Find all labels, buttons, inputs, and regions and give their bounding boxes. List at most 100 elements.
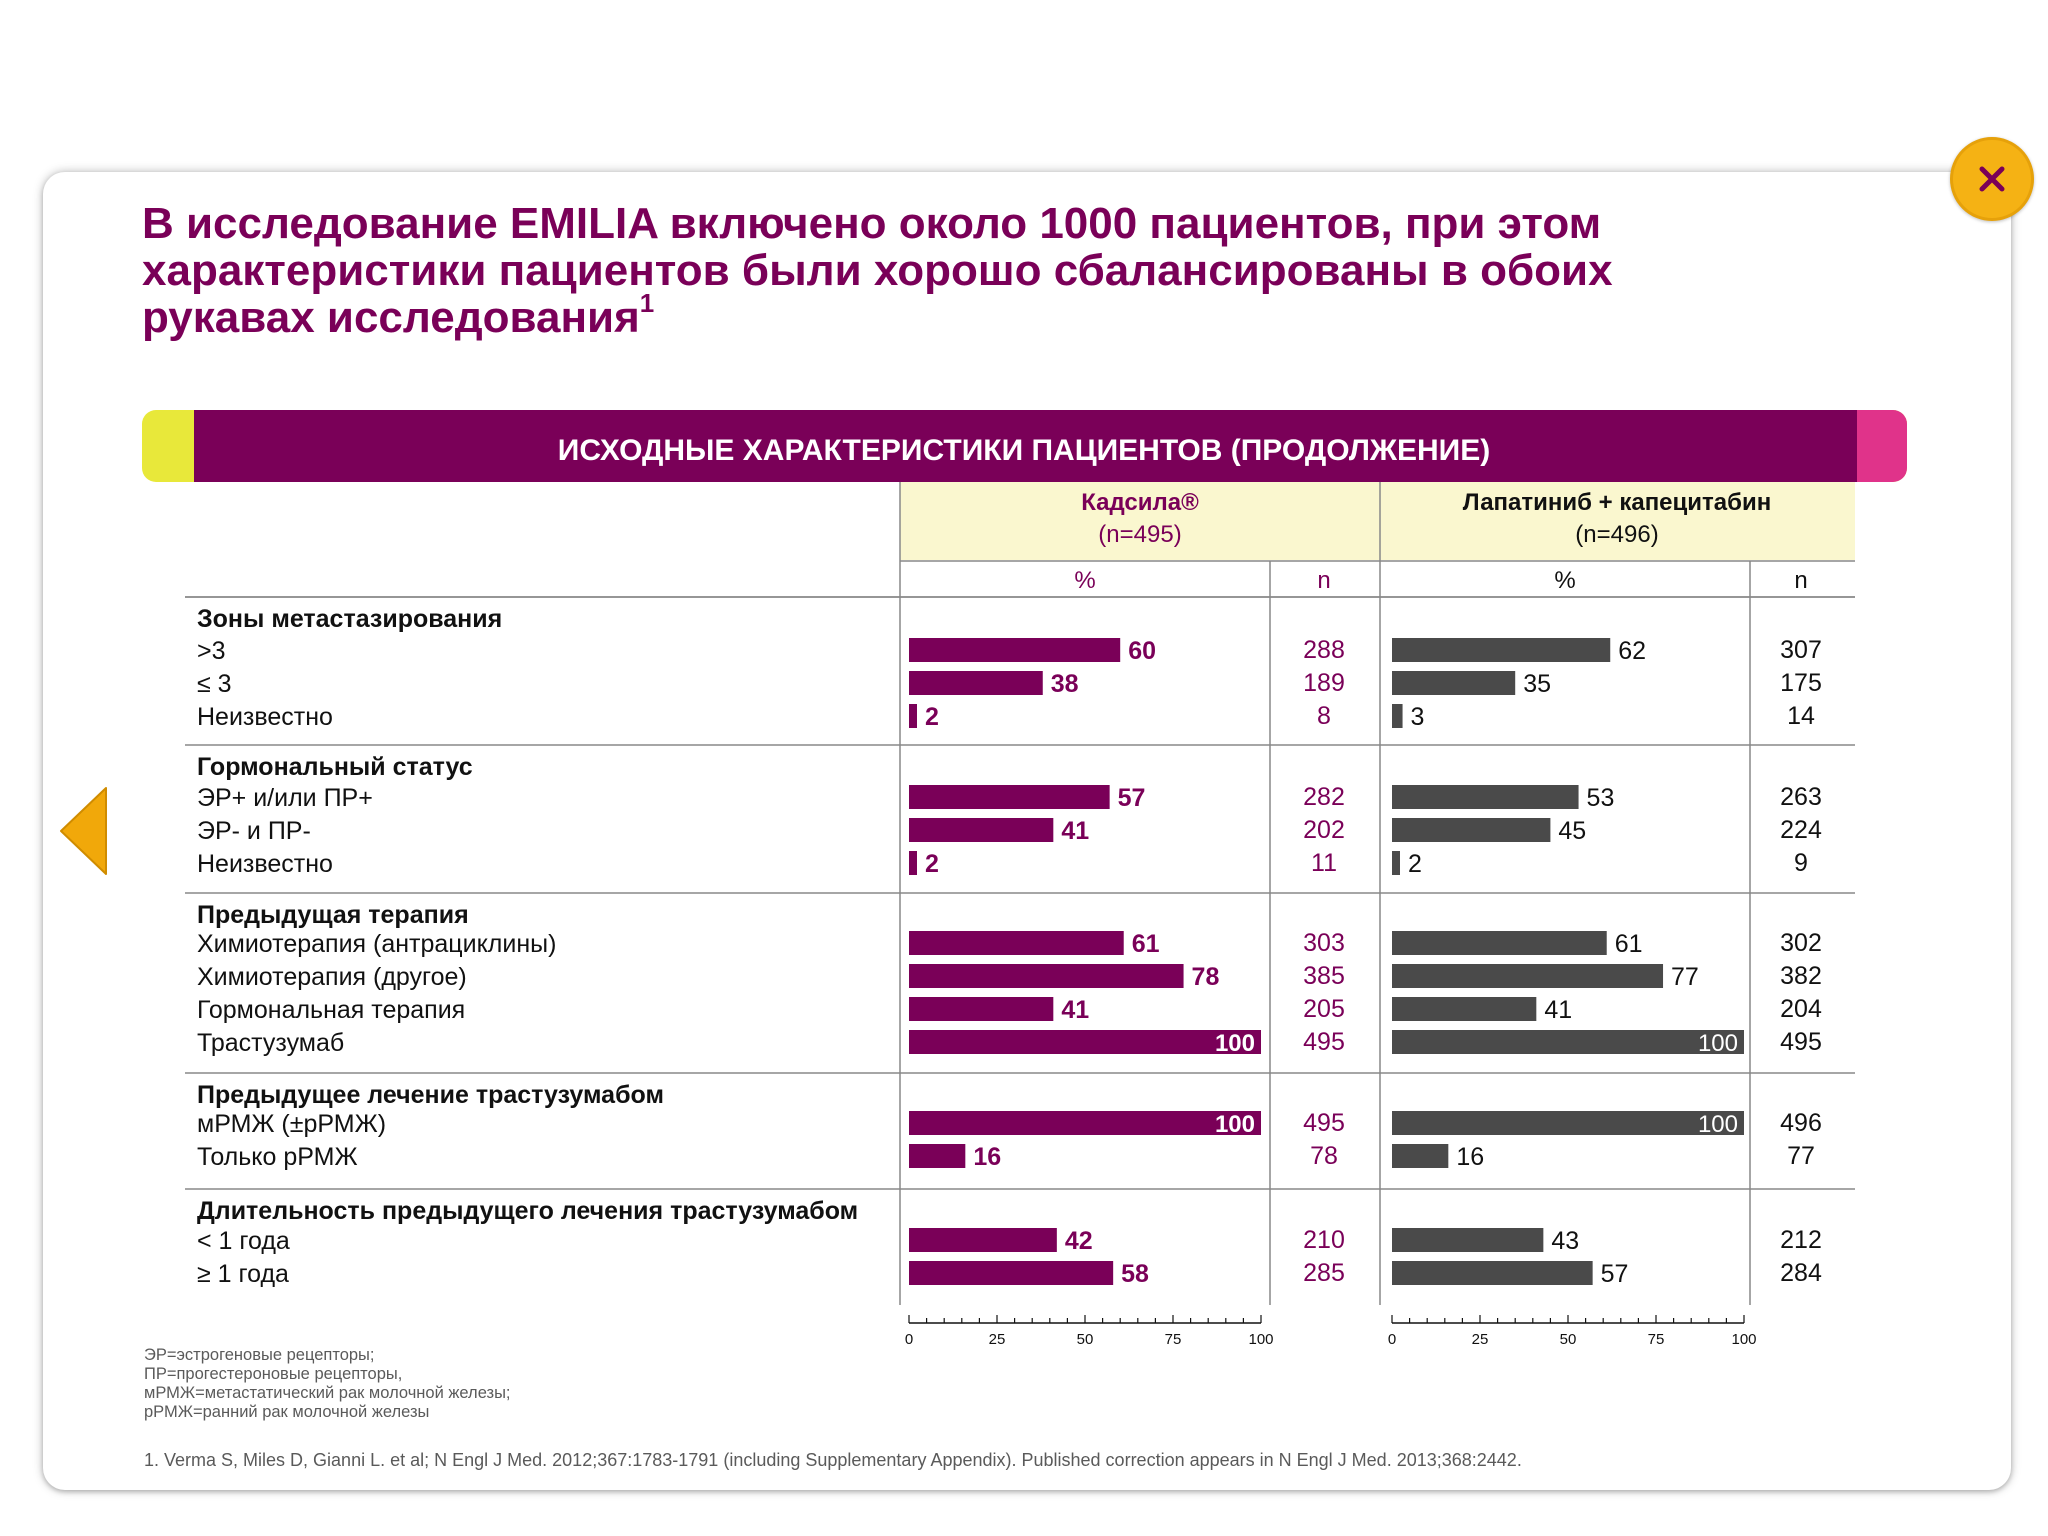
n-value-kadcyla: 202: [1303, 816, 1345, 844]
row-label: ЭР+ и/или ПР+: [197, 784, 373, 812]
group-title: Зоны метастазирования: [197, 605, 502, 633]
abbreviations-footnote: ЭР=эстрогеновые рецепторы; ПР=прогестеро…: [144, 1346, 511, 1422]
n-value-lapatinib: 302: [1780, 929, 1822, 957]
group-title: Предыдущее лечение трастузумабом: [197, 1081, 664, 1109]
close-button[interactable]: [1950, 137, 2034, 221]
bar-lapatinib: [1392, 997, 1537, 1021]
bar-lapatinib: [1392, 1144, 1449, 1168]
group-title: Предыдущая терапия: [197, 901, 469, 929]
row-label: Гормональная терапия: [197, 996, 465, 1024]
bar-value-label: 57: [1118, 784, 1146, 812]
x-axis-tick-label: 50: [1077, 1331, 1094, 1348]
row-label: ≤ 3: [197, 670, 232, 698]
n-value-lapatinib: 9: [1794, 849, 1808, 877]
x-axis-tick-label: 25: [989, 1331, 1006, 1348]
bar-kadcyla: [909, 1228, 1057, 1252]
group-title: Гормональный статус: [197, 753, 473, 781]
bar-value-label: 45: [1558, 817, 1586, 845]
n-value-lapatinib: 382: [1780, 962, 1822, 990]
n-value-kadcyla: 385: [1303, 962, 1345, 990]
bar-value-label: 2: [925, 850, 939, 878]
bar-value-label: 53: [1587, 784, 1615, 812]
arm-header-bg: [1380, 482, 1855, 560]
bar-kadcyla: [909, 785, 1110, 809]
footnote-line: ЭР=эстрогеновые рецепторы;: [144, 1346, 375, 1364]
row-label: мРМЖ (±рРМЖ): [197, 1110, 386, 1138]
bar-lapatinib: [1392, 704, 1403, 728]
n-value-lapatinib: 175: [1780, 669, 1822, 697]
x-axis-tick-label: 0: [905, 1331, 913, 1348]
n-value-lapatinib: 14: [1787, 702, 1815, 730]
n-value-kadcyla: 189: [1303, 669, 1345, 697]
bar-value-label: 43: [1551, 1227, 1579, 1255]
n-value-kadcyla: 282: [1303, 783, 1345, 811]
n-value-lapatinib: 284: [1780, 1259, 1822, 1287]
title-band-right-accent-fill: [1857, 410, 1879, 482]
bar-kadcyla: [909, 931, 1124, 955]
n-value-kadcyla: 495: [1303, 1109, 1345, 1137]
prev-button[interactable]: [58, 786, 108, 876]
x-axis-tick-label: 25: [1472, 1331, 1489, 1348]
bar-lapatinib: [1392, 931, 1607, 955]
group-title: Длительность предыдущего лечения трастуз…: [197, 1197, 858, 1225]
bar-kadcyla: [909, 1261, 1114, 1285]
n-value-kadcyla: 78: [1310, 1142, 1338, 1170]
bar-value-label: 41: [1061, 817, 1089, 845]
bar-value-label: 16: [973, 1143, 1001, 1171]
bar-kadcyla: [909, 851, 917, 875]
title-footnote-mark: 1: [639, 288, 655, 318]
n-value-lapatinib: 263: [1780, 783, 1822, 811]
footnote-line: мРМЖ=метастатический рак молочной железы…: [144, 1384, 511, 1402]
bar-value-label: 77: [1671, 963, 1699, 991]
bar-value-label: 41: [1061, 996, 1089, 1024]
bar-value-label: 2: [1408, 850, 1422, 878]
bar-value-label: 2: [925, 703, 939, 731]
x-axis-tick-label: 0: [1388, 1331, 1396, 1348]
n-value-lapatinib: 212: [1780, 1226, 1822, 1254]
bar-kadcyla: [909, 818, 1054, 842]
reference-footnote: 1. Verma S, Miles D, Gianni L. et al; N …: [144, 1450, 1522, 1470]
arm-name-kadcyla: Кадсила®: [1081, 489, 1199, 516]
row-label: Неизвестно: [197, 850, 333, 878]
page-title: В исследование EMILIA включено около 100…: [142, 200, 1742, 341]
row-label: >3: [197, 637, 226, 665]
n-value-kadcyla: 303: [1303, 929, 1345, 957]
n-value-kadcyla: 285: [1303, 1259, 1345, 1287]
bar-value-label: 42: [1065, 1227, 1093, 1255]
bar-value-label: 100: [1698, 1030, 1738, 1057]
bar-lapatinib: [1392, 785, 1579, 809]
x-axis-tick-label: 100: [1731, 1331, 1756, 1348]
n-value-kadcyla: 495: [1303, 1028, 1345, 1056]
page-title-text: В исследование EMILIA включено около 100…: [142, 199, 1613, 342]
chart-title: ИСХОДНЫЕ ХАРАКТЕРИСТИКИ ПАЦИЕНТОВ (ПРОДО…: [558, 434, 1490, 467]
x-axis-tick-label: 75: [1165, 1331, 1182, 1348]
bar-lapatinib: [1392, 818, 1551, 842]
close-icon: [1979, 166, 2005, 192]
bar-value-label: 16: [1456, 1143, 1484, 1171]
bar-value-label: 58: [1121, 1260, 1149, 1288]
pct-header-kadcyla: %: [1074, 567, 1095, 594]
bar-value-label: 78: [1192, 963, 1220, 991]
row-label: Трастузумаб: [197, 1029, 344, 1057]
bar-value-label: 35: [1523, 670, 1551, 698]
bar-value-label: 57: [1601, 1260, 1629, 1288]
bar-lapatinib: [1392, 1261, 1593, 1285]
footnote-line: рРМЖ=ранний рак молочной железы: [144, 1403, 430, 1421]
row-label: < 1 года: [197, 1227, 290, 1255]
bar-value-label: 60: [1128, 637, 1156, 665]
bar-kadcyla: [909, 704, 917, 728]
bar-value-label: 61: [1615, 930, 1643, 958]
bar-value-label: 100: [1215, 1111, 1255, 1138]
bar-kadcyla: [909, 1111, 1261, 1135]
row-label: Неизвестно: [197, 703, 333, 731]
bar-lapatinib: [1392, 1111, 1744, 1135]
n-value-lapatinib: 495: [1780, 1028, 1822, 1056]
row-label: Химиотерапия (антрациклины): [197, 930, 556, 958]
bar-lapatinib: [1392, 1030, 1744, 1054]
arm-n-kadcyla: (n=495): [1098, 521, 1181, 548]
title-band: [193, 410, 1858, 482]
bar-value-label: 41: [1544, 996, 1572, 1024]
n-value-lapatinib: 224: [1780, 816, 1822, 844]
row-label: Химиотерапия (другое): [197, 963, 467, 991]
